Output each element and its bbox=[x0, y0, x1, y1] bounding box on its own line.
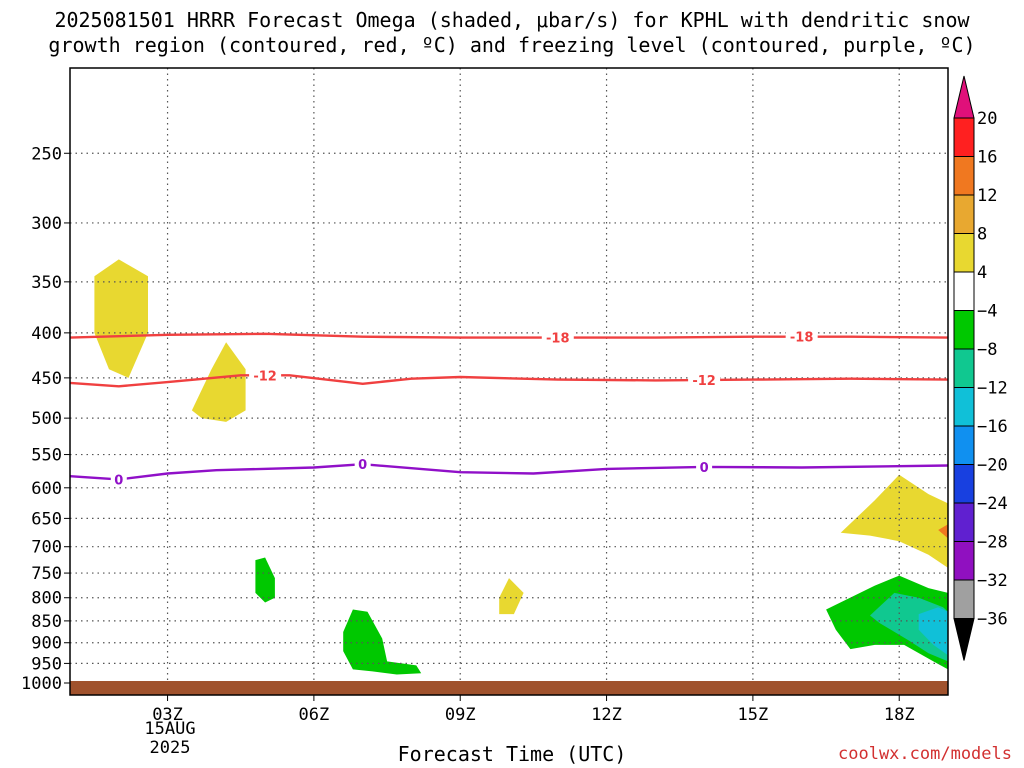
y-tick-label: 450 bbox=[31, 369, 62, 389]
chart-title-line-2: growth region (contoured, red, ºC) and f… bbox=[48, 33, 976, 57]
omega-shaded-region bbox=[94, 259, 148, 378]
contour-label-background bbox=[354, 457, 371, 472]
y-tick-label: 750 bbox=[31, 564, 62, 584]
site-credit: coolwx.com/models bbox=[838, 744, 1012, 764]
date-label-day: 15AUG bbox=[144, 719, 196, 739]
y-tick-label: 250 bbox=[31, 144, 62, 164]
x-axis-label: Forecast Time (UTC) bbox=[397, 742, 627, 766]
contour-line bbox=[69, 374, 949, 388]
y-tick-label: 950 bbox=[31, 654, 62, 674]
colorbar-swatch bbox=[953, 233, 975, 273]
contour-label: -18 bbox=[790, 331, 814, 346]
y-tick-label: 1000 bbox=[21, 674, 62, 694]
omega-shaded-region bbox=[918, 607, 948, 656]
y-tick-label: 350 bbox=[31, 273, 62, 293]
omega-shaded-region bbox=[255, 557, 275, 603]
colorbar-label: 16 bbox=[977, 148, 997, 168]
colorbar-swatch bbox=[953, 310, 975, 350]
y-tick-label: 500 bbox=[31, 409, 62, 429]
x-tick-label: 03Z bbox=[152, 705, 183, 725]
colorbar-label: −16 bbox=[977, 417, 1008, 437]
colorbar-swatch bbox=[953, 387, 975, 427]
y-tick-label: 900 bbox=[31, 634, 62, 654]
y-tick-label: 550 bbox=[31, 446, 62, 466]
contour-label: 0 bbox=[358, 458, 367, 473]
chart-title-line-1: 2025081501 HRRR Forecast Omega (shaded, … bbox=[54, 8, 970, 32]
x-tick-label: 09Z bbox=[445, 705, 476, 725]
contour-label: -12 bbox=[253, 369, 277, 384]
colorbar-swatch bbox=[953, 502, 975, 542]
colorbar-swatch bbox=[953, 117, 975, 157]
colorbar-swatch bbox=[953, 425, 975, 465]
y-tick-label: 650 bbox=[31, 509, 62, 529]
colorbar-label: 4 bbox=[977, 263, 987, 283]
colorbar-swatch bbox=[953, 156, 975, 196]
colorbar-label: 12 bbox=[977, 186, 997, 206]
colorbar-label: −8 bbox=[977, 340, 997, 360]
x-tick-label: 06Z bbox=[299, 705, 330, 725]
contour-label: -18 bbox=[546, 332, 570, 347]
x-tick-label: 18Z bbox=[884, 705, 915, 725]
omega-shaded-region bbox=[499, 578, 524, 615]
colorbar-label: −12 bbox=[977, 379, 1008, 399]
omega-shaded-region bbox=[343, 609, 422, 675]
omega-shaded-region bbox=[840, 474, 948, 568]
contour-label-background bbox=[110, 472, 127, 487]
contour-line bbox=[69, 463, 949, 481]
omega-shaded-region bbox=[938, 524, 948, 539]
colorbar-swatch bbox=[953, 348, 975, 388]
date-label: 15AUG 2025 bbox=[120, 720, 220, 758]
y-tick-label: 600 bbox=[31, 479, 62, 499]
colorbar-label: 20 bbox=[977, 109, 997, 129]
colorbar-label: −28 bbox=[977, 533, 1008, 553]
contour-label-background bbox=[688, 372, 721, 387]
x-tick-label: 15Z bbox=[738, 705, 769, 725]
omega-shaded-region bbox=[870, 592, 948, 662]
colorbar-label: −20 bbox=[977, 456, 1008, 476]
contour-label-background bbox=[696, 459, 713, 474]
contour-label-background bbox=[541, 330, 574, 345]
contour-label: 0 bbox=[114, 473, 123, 488]
plot-frame bbox=[69, 67, 949, 696]
colorbar-swatch bbox=[953, 464, 975, 504]
y-tick-label: 700 bbox=[31, 538, 62, 558]
y-tick-label: 300 bbox=[31, 214, 62, 234]
contour-label-background bbox=[249, 368, 282, 383]
surface-terrain bbox=[70, 681, 948, 695]
contour-label: -12 bbox=[692, 374, 716, 389]
x-tick-label: 12Z bbox=[591, 705, 622, 725]
colorbar-label: −32 bbox=[977, 571, 1008, 591]
colorbar-bottom-arrow bbox=[953, 618, 975, 661]
colorbar-swatch bbox=[953, 579, 975, 619]
colorbar-swatch bbox=[953, 271, 975, 311]
colorbar-label: −24 bbox=[977, 494, 1008, 514]
y-tick-label: 850 bbox=[31, 612, 62, 632]
contour-label-background bbox=[785, 329, 818, 344]
contour-label: 0 bbox=[700, 461, 709, 476]
colorbar-label: −4 bbox=[977, 302, 997, 322]
colorbar-swatch bbox=[953, 541, 975, 581]
colorbar-top-arrow bbox=[953, 75, 975, 119]
omega-shaded-region bbox=[191, 342, 246, 422]
colorbar-label: 8 bbox=[977, 225, 987, 245]
date-label-year: 2025 bbox=[149, 738, 191, 758]
colorbar-label: −36 bbox=[977, 610, 1008, 630]
y-tick-label: 800 bbox=[31, 589, 62, 609]
colorbar-swatch bbox=[953, 194, 975, 234]
y-tick-label: 400 bbox=[31, 324, 62, 344]
